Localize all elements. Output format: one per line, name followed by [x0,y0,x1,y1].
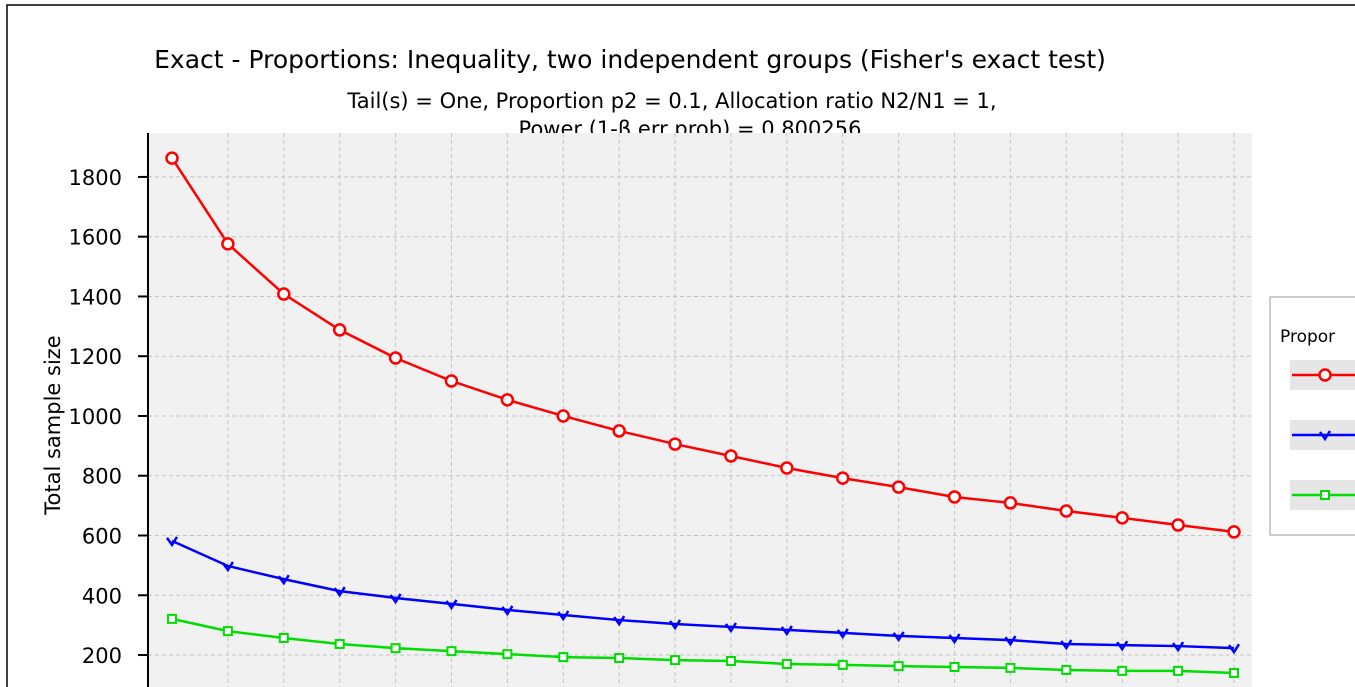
point [781,658,792,669]
point [780,461,794,475]
point [277,574,290,586]
point [837,659,848,670]
point [670,655,681,666]
point [389,593,402,605]
point [780,625,793,637]
y-tick-label: 600 [82,525,122,549]
series-line [171,617,1235,675]
y-tick-label: 1800 [69,166,122,190]
point [222,626,233,637]
point [893,661,904,672]
y-tick-label: 400 [82,584,122,608]
point [1061,664,1072,675]
point [445,599,458,611]
point [502,649,513,660]
point [500,393,515,407]
y-tick-label: 1600 [69,226,122,250]
series-line [171,539,1235,650]
point [1171,518,1185,532]
point [557,610,570,622]
point [1173,665,1184,676]
point [1117,665,1128,676]
point [1172,641,1185,653]
point [278,632,289,643]
legend-title: Propor [1280,327,1335,347]
point [725,656,736,667]
point [1003,496,1018,510]
point [334,638,345,649]
point [388,351,403,365]
y-tick-label: 800 [82,465,122,489]
point [892,631,905,643]
point [446,646,457,657]
point [1227,643,1241,655]
point [668,437,682,451]
legend: Propor [1269,296,1355,536]
legend-marker [1320,490,1330,500]
point [221,561,234,573]
point [836,628,849,640]
chart-title: Exact - Proportions: Inequality, two ind… [154,45,1106,74]
y-tick-label: 1200 [69,345,122,369]
point [947,490,962,504]
point [501,605,514,617]
point [556,409,571,423]
point [724,449,738,463]
chart-subtitle: Tail(s) = One, Proportion p2 = 0.1, Allo… [346,89,996,113]
point [1004,635,1017,647]
point [669,619,682,631]
series-line [170,157,1235,534]
legend-marker [1318,368,1332,382]
point [1060,639,1073,651]
point [1116,640,1129,652]
point [1005,662,1016,673]
point [835,471,850,485]
point [891,480,906,494]
point [1227,525,1241,539]
point [948,633,961,645]
plot-area [148,133,1252,687]
point [1059,504,1074,518]
point [613,615,626,627]
point [1229,667,1239,678]
point [167,613,177,624]
y-tick-label: 1400 [69,285,122,309]
y-axis-label: Total sample size [41,335,65,515]
point [333,586,346,598]
point [332,323,347,337]
plot-background [148,133,1252,687]
point [612,424,626,438]
point [277,287,291,301]
y-tick-label: 200 [82,644,122,668]
point [614,653,625,664]
point [221,237,235,251]
point [165,151,179,165]
y-tick-label: 1000 [69,405,122,429]
point [558,652,569,663]
point [949,661,960,672]
point [390,643,401,654]
legend-marker [1318,430,1332,442]
point [1115,511,1129,525]
point [165,536,179,548]
point [444,374,459,388]
point [724,622,738,634]
